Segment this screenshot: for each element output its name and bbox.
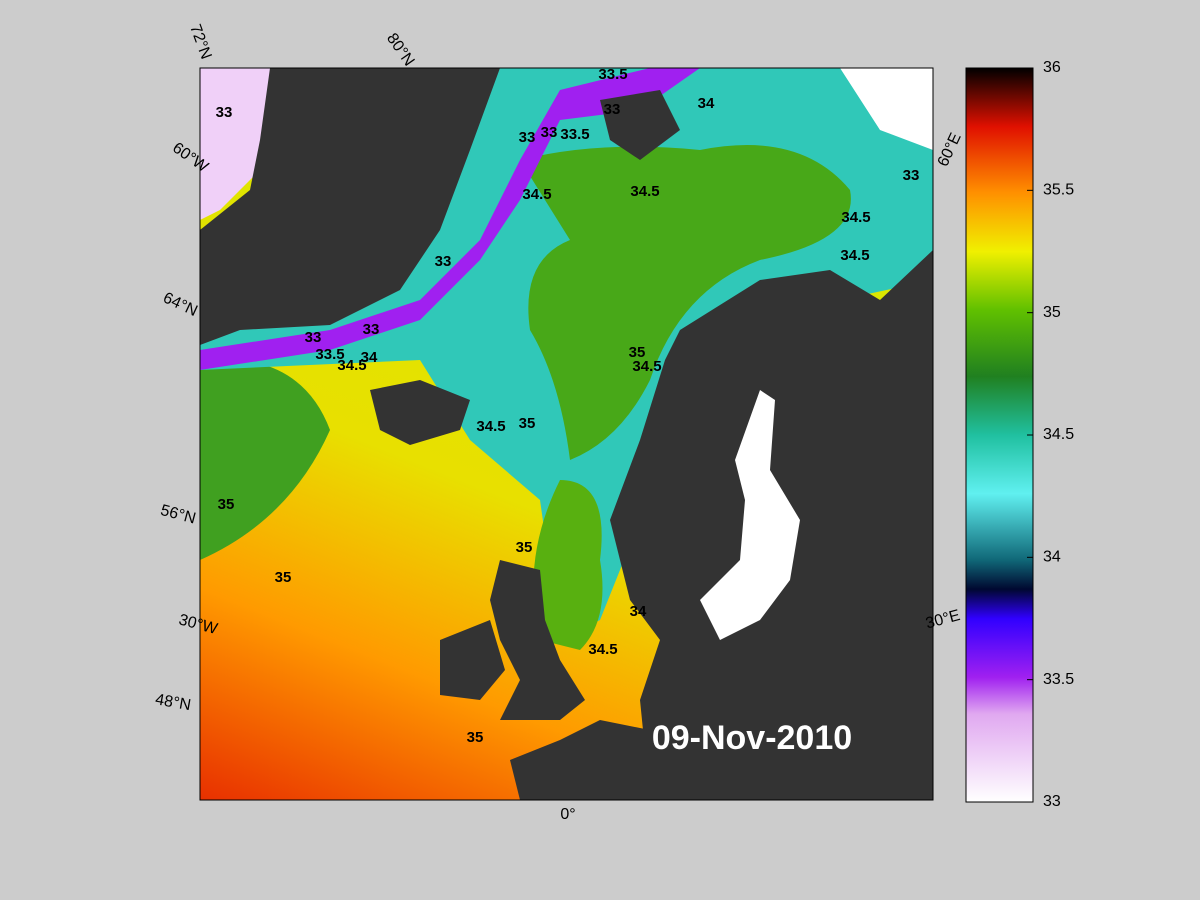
contour-label: 33 bbox=[519, 129, 536, 146]
land bbox=[490, 560, 585, 720]
graticule-label: 64°N bbox=[160, 289, 200, 320]
contour-label: 34.5 bbox=[841, 209, 870, 226]
land bbox=[600, 90, 680, 160]
contour-label: 34.5 bbox=[522, 186, 551, 203]
contour-label: 33 bbox=[541, 124, 558, 141]
ocean-region bbox=[533, 480, 603, 650]
colorbar-tick-label: 35.5 bbox=[1043, 182, 1074, 199]
contour-label: 35 bbox=[516, 539, 533, 556]
contour-label: 33.5 bbox=[560, 126, 589, 143]
contour-label: 33 bbox=[363, 321, 380, 338]
contour-label: 34 bbox=[361, 349, 378, 366]
contour-label: 34.5 bbox=[476, 418, 505, 435]
colorbar bbox=[965, 67, 1034, 803]
ocean-region bbox=[520, 145, 851, 460]
contour-label: 34.5 bbox=[337, 357, 366, 374]
contour-label: 34.5 bbox=[588, 641, 617, 658]
contour-label: 33.5 bbox=[598, 66, 627, 83]
contour-label: 35 bbox=[519, 415, 536, 432]
contour-label: 35 bbox=[218, 496, 235, 513]
land bbox=[510, 720, 650, 800]
contour-label: 33 bbox=[604, 101, 621, 118]
contour-label: 35 bbox=[467, 729, 484, 746]
colorbar-tick-label: 33.5 bbox=[1043, 671, 1074, 688]
colorbar-tick-label: 33 bbox=[1043, 793, 1061, 810]
contour-label: 34 bbox=[630, 603, 647, 620]
ice bbox=[840, 68, 933, 150]
contour-label: 33 bbox=[305, 329, 322, 346]
contour-label: 34.5 bbox=[632, 358, 661, 375]
graticule-label: 72°N bbox=[186, 22, 214, 61]
colorbar-tick-label: 34 bbox=[1043, 549, 1061, 566]
colorbar-tick-label: 35 bbox=[1043, 304, 1061, 321]
contour-label: 33 bbox=[216, 104, 233, 121]
graticule-label: 0° bbox=[560, 806, 575, 823]
colorbar-tick-label: 34.5 bbox=[1043, 426, 1074, 443]
ocean-region bbox=[200, 358, 330, 560]
map-frame bbox=[199, 67, 934, 801]
colorbar-tick-label: 36 bbox=[1043, 59, 1061, 76]
contour-label: 34 bbox=[698, 95, 715, 112]
land bbox=[370, 380, 470, 445]
graticule-label: 48°N bbox=[154, 691, 192, 714]
graticule-label: 56°N bbox=[159, 502, 198, 528]
graticule-label: 60°E bbox=[935, 130, 965, 169]
map bbox=[200, 68, 933, 800]
contour-label: 34.5 bbox=[840, 247, 869, 264]
graticule-label: 80°N bbox=[383, 30, 417, 69]
date-label: 09-Nov-2010 bbox=[652, 719, 852, 757]
sea-basin bbox=[700, 390, 800, 640]
land bbox=[440, 620, 505, 700]
contour-label: 33 bbox=[435, 253, 452, 270]
contour-label: 33 bbox=[903, 167, 920, 184]
contour-label: 34.5 bbox=[630, 183, 659, 200]
contour-label: 35 bbox=[275, 569, 292, 586]
land bbox=[200, 68, 500, 345]
contour-label: 33.5 bbox=[315, 346, 344, 363]
contour-label: 35 bbox=[629, 344, 646, 361]
